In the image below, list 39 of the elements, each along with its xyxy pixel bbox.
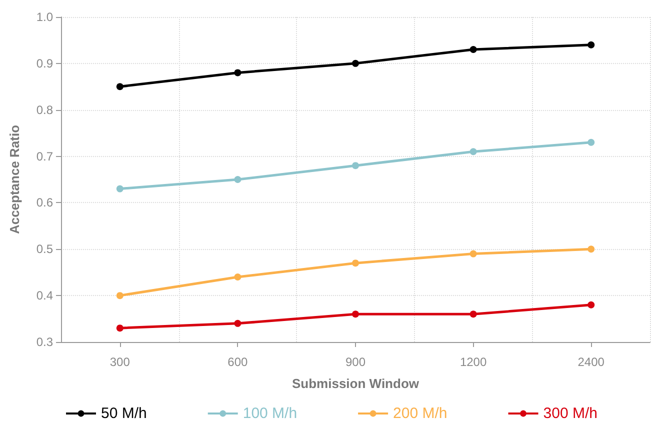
y-tick-label: 0.4 — [36, 288, 54, 303]
y-tick-label: 0.5 — [36, 242, 54, 256]
y-tick-label: 0.8 — [36, 102, 54, 117]
point — [352, 162, 359, 170]
point — [234, 69, 242, 76]
y-tick-label: 1.0 — [36, 10, 54, 24]
x-tick-label: 300 — [110, 355, 130, 369]
point — [588, 41, 595, 48]
point — [470, 148, 477, 156]
point — [116, 324, 124, 332]
point — [234, 176, 242, 183]
y-tick-label: 0.3 — [36, 335, 54, 349]
legend-label: 50 M/h — [101, 405, 147, 422]
point — [116, 83, 124, 90]
x-tick-label: 900 — [345, 355, 366, 369]
x-tick-label: 1200 — [460, 355, 487, 369]
legend-label: 100 M/h — [242, 405, 298, 422]
point — [352, 260, 359, 267]
point — [588, 138, 595, 146]
point — [470, 310, 477, 318]
point — [352, 60, 359, 67]
y-tick-label: 0.9 — [36, 56, 54, 70]
point — [116, 292, 124, 300]
point — [116, 185, 124, 192]
point — [352, 310, 359, 318]
point — [470, 46, 477, 53]
x-tick-label: 2400 — [578, 355, 605, 369]
point — [470, 250, 477, 258]
x-axis-title: Submission Window — [292, 376, 420, 391]
point — [234, 274, 242, 280]
y-axis-title: Acceptance Ratio — [7, 124, 22, 234]
point — [588, 246, 595, 253]
legend-label: 300 M/h — [543, 405, 598, 422]
point — [588, 301, 595, 308]
legend-label: 200 M/h — [393, 405, 448, 422]
y-tick-label: 0.6 — [36, 196, 54, 210]
y-tick-label: 0.7 — [36, 149, 54, 164]
point — [234, 320, 242, 327]
x-tick-label: 600 — [228, 355, 248, 369]
